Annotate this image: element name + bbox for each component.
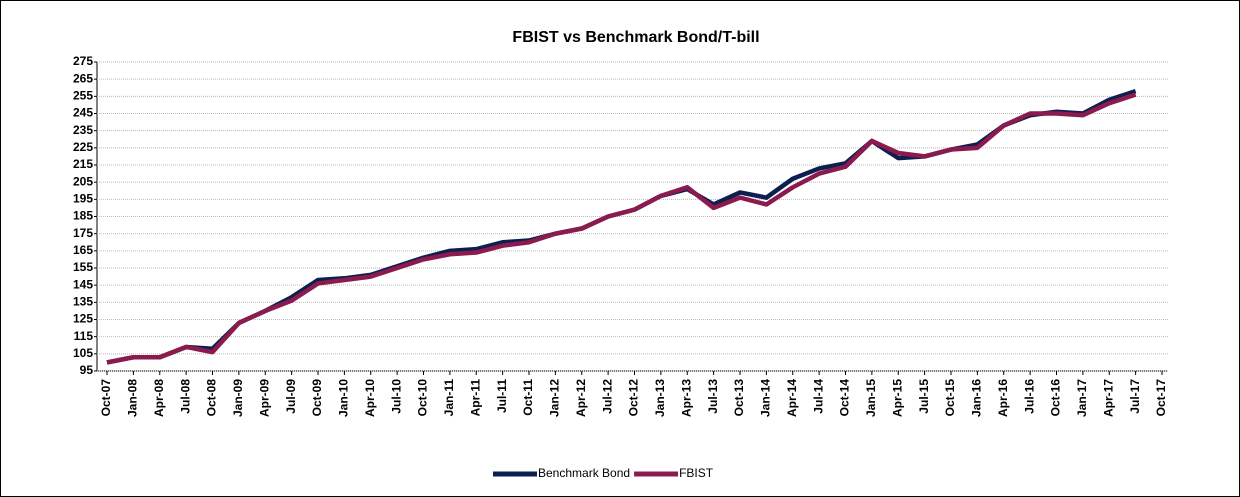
- x-tick-label: Apr-12: [574, 379, 588, 417]
- y-tick-label: 95: [80, 363, 94, 377]
- x-tick-label: Apr-10: [363, 379, 377, 417]
- y-tick-label: 185: [73, 209, 93, 223]
- x-tick-label: Apr-16: [996, 379, 1010, 417]
- x-tick-label: Apr-09: [257, 379, 271, 417]
- y-tick-label: 195: [73, 192, 93, 206]
- x-tick-label: Jul-16: [1022, 379, 1036, 414]
- series-line: [106, 92, 1137, 365]
- y-tick-label: 155: [73, 260, 93, 274]
- x-tick-label: Jul-15: [917, 379, 931, 414]
- y-tick-label: 225: [73, 140, 93, 154]
- x-tick-label: Oct-12: [627, 379, 641, 417]
- x-tick-label: Jan-15: [864, 379, 878, 417]
- x-tick-label: Jan-09: [231, 379, 245, 417]
- x-tick-label: Oct-14: [838, 379, 852, 417]
- x-tick-label: Jan-17: [1075, 379, 1089, 417]
- legend-label: FBIST: [679, 466, 714, 480]
- x-tick-label: Apr-11: [468, 379, 482, 417]
- y-tick-label: 125: [73, 312, 93, 326]
- x-tick-label: Apr-08: [152, 379, 166, 417]
- x-tick-label: Oct-15: [943, 379, 957, 417]
- y-tick-label: 205: [73, 174, 93, 188]
- y-tick-label: 255: [73, 89, 93, 103]
- x-tick-label: Jul-12: [600, 379, 614, 414]
- x-tick-label: Jan-12: [548, 379, 562, 417]
- y-tick-label: 235: [73, 123, 93, 137]
- x-tick-label: Oct-11: [521, 379, 535, 416]
- x-tick-label: Jul-14: [811, 379, 825, 414]
- x-tick-label: Jan-14: [759, 379, 773, 417]
- x-tick-label: Jul-11: [495, 379, 509, 413]
- x-tick-label: Jan-16: [970, 379, 984, 417]
- x-tick-label: Oct-10: [416, 379, 430, 417]
- x-tick-label: Oct-09: [310, 379, 324, 417]
- x-tick-label: Oct-07: [99, 379, 113, 417]
- y-tick-label: 165: [73, 243, 93, 257]
- x-tick-label: Apr-13: [679, 379, 693, 417]
- legend-label: Benchmark Bond: [538, 466, 630, 480]
- x-tick-label: Apr-15: [890, 379, 904, 417]
- y-tick-label: 145: [73, 277, 93, 291]
- y-tick-label: 135: [73, 295, 93, 309]
- x-tick-label: Jan-11: [442, 379, 456, 417]
- x-tick-label: Jul-10: [389, 379, 403, 414]
- chart-title: FBIST vs Benchmark Bond/T-bill: [512, 29, 759, 46]
- x-tick-label: Jul-17: [1128, 379, 1142, 414]
- y-tick-label: 115: [74, 329, 94, 343]
- x-tick-label: Oct-08: [205, 379, 219, 417]
- x-tick-label: Jul-08: [178, 379, 192, 414]
- x-tick-label: Oct-13: [732, 379, 746, 417]
- x-tick-label: Jul-13: [706, 379, 720, 414]
- x-tick-label: Apr-17: [1101, 379, 1115, 417]
- x-tick-label: Jan-10: [337, 379, 351, 417]
- x-tick-label: Jul-09: [284, 379, 298, 414]
- x-tick-label: Jan-13: [653, 379, 667, 417]
- y-tick-label: 175: [73, 226, 93, 240]
- x-tick-label: Apr-14: [785, 379, 799, 417]
- x-tick-label: Jan-08: [126, 379, 140, 417]
- y-tick-label: 105: [73, 346, 93, 360]
- y-tick-label: 215: [73, 157, 93, 171]
- y-tick-label: 245: [73, 106, 93, 120]
- y-tick-label: 265: [73, 71, 93, 85]
- x-tick-label: Oct-17: [1154, 379, 1168, 417]
- y-tick-label: 275: [73, 54, 93, 68]
- x-tick-label: Oct-16: [1049, 379, 1063, 417]
